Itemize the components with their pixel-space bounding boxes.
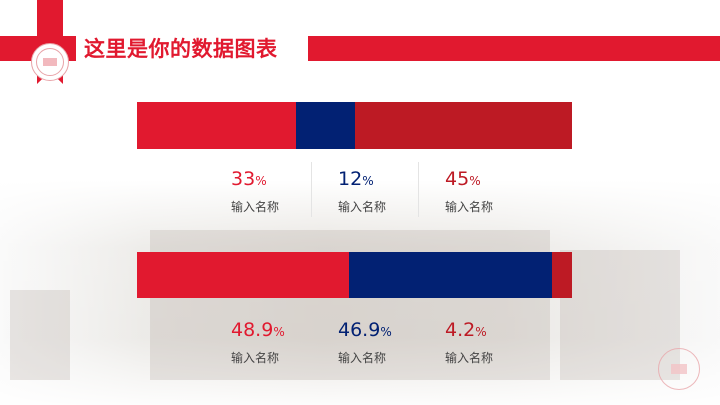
stat-unit: % [469, 174, 481, 188]
stacked-bar-2 [137, 252, 572, 298]
stat-number: 12 [338, 168, 363, 190]
bar-segment-2 [349, 252, 552, 298]
stat-unit: % [362, 174, 374, 188]
stat-item: 48.9% 输入名称 [231, 320, 321, 366]
stat-number: 45 [445, 168, 470, 190]
building-silhouette [10, 290, 70, 380]
divider [311, 162, 312, 217]
seal-building [43, 58, 57, 66]
university-seal-icon [31, 43, 69, 81]
bar-segment-1 [137, 252, 349, 298]
page-title: 这里是你的数据图表 [84, 37, 278, 61]
bar-segment-1 [137, 102, 296, 149]
stat-value: 46.9% [338, 320, 428, 342]
stat-unit: % [475, 325, 487, 339]
stat-value: 33% [231, 169, 321, 191]
stat-unit: % [380, 325, 392, 339]
stat-unit: % [273, 325, 285, 339]
stat-value: 12% [338, 169, 428, 191]
bar-segment-3 [355, 102, 572, 149]
stat-label: 输入名称 [338, 200, 387, 214]
university-seal-watermark-icon [658, 348, 700, 390]
stat-label: 输入名称 [445, 351, 494, 365]
divider [418, 162, 419, 217]
seal-building [671, 364, 687, 374]
stat-value: 4.2% [445, 320, 535, 342]
seal-ring [36, 48, 64, 76]
stat-unit: % [255, 174, 267, 188]
bar-segment-2 [296, 102, 355, 149]
stat-number: 33 [231, 168, 256, 190]
stat-value: 45% [445, 169, 535, 191]
stat-item: 45% 输入名称 [445, 169, 535, 215]
stat-label: 输入名称 [338, 351, 387, 365]
stat-value: 48.9% [231, 320, 321, 342]
stat-item: 33% 输入名称 [231, 169, 321, 215]
stat-item: 12% 输入名称 [338, 169, 428, 215]
header-band-right [308, 36, 720, 61]
stacked-bar-1 [137, 102, 572, 149]
stat-item: 46.9% 输入名称 [338, 320, 428, 366]
stat-label: 输入名称 [231, 351, 280, 365]
stat-number: 48.9 [231, 319, 274, 341]
bar-segment-3 [552, 252, 572, 298]
stat-number: 46.9 [338, 319, 381, 341]
stat-item: 4.2% 输入名称 [445, 320, 535, 366]
stat-number: 4.2 [445, 319, 476, 341]
stat-label: 输入名称 [445, 200, 494, 214]
stat-label: 输入名称 [231, 200, 280, 214]
